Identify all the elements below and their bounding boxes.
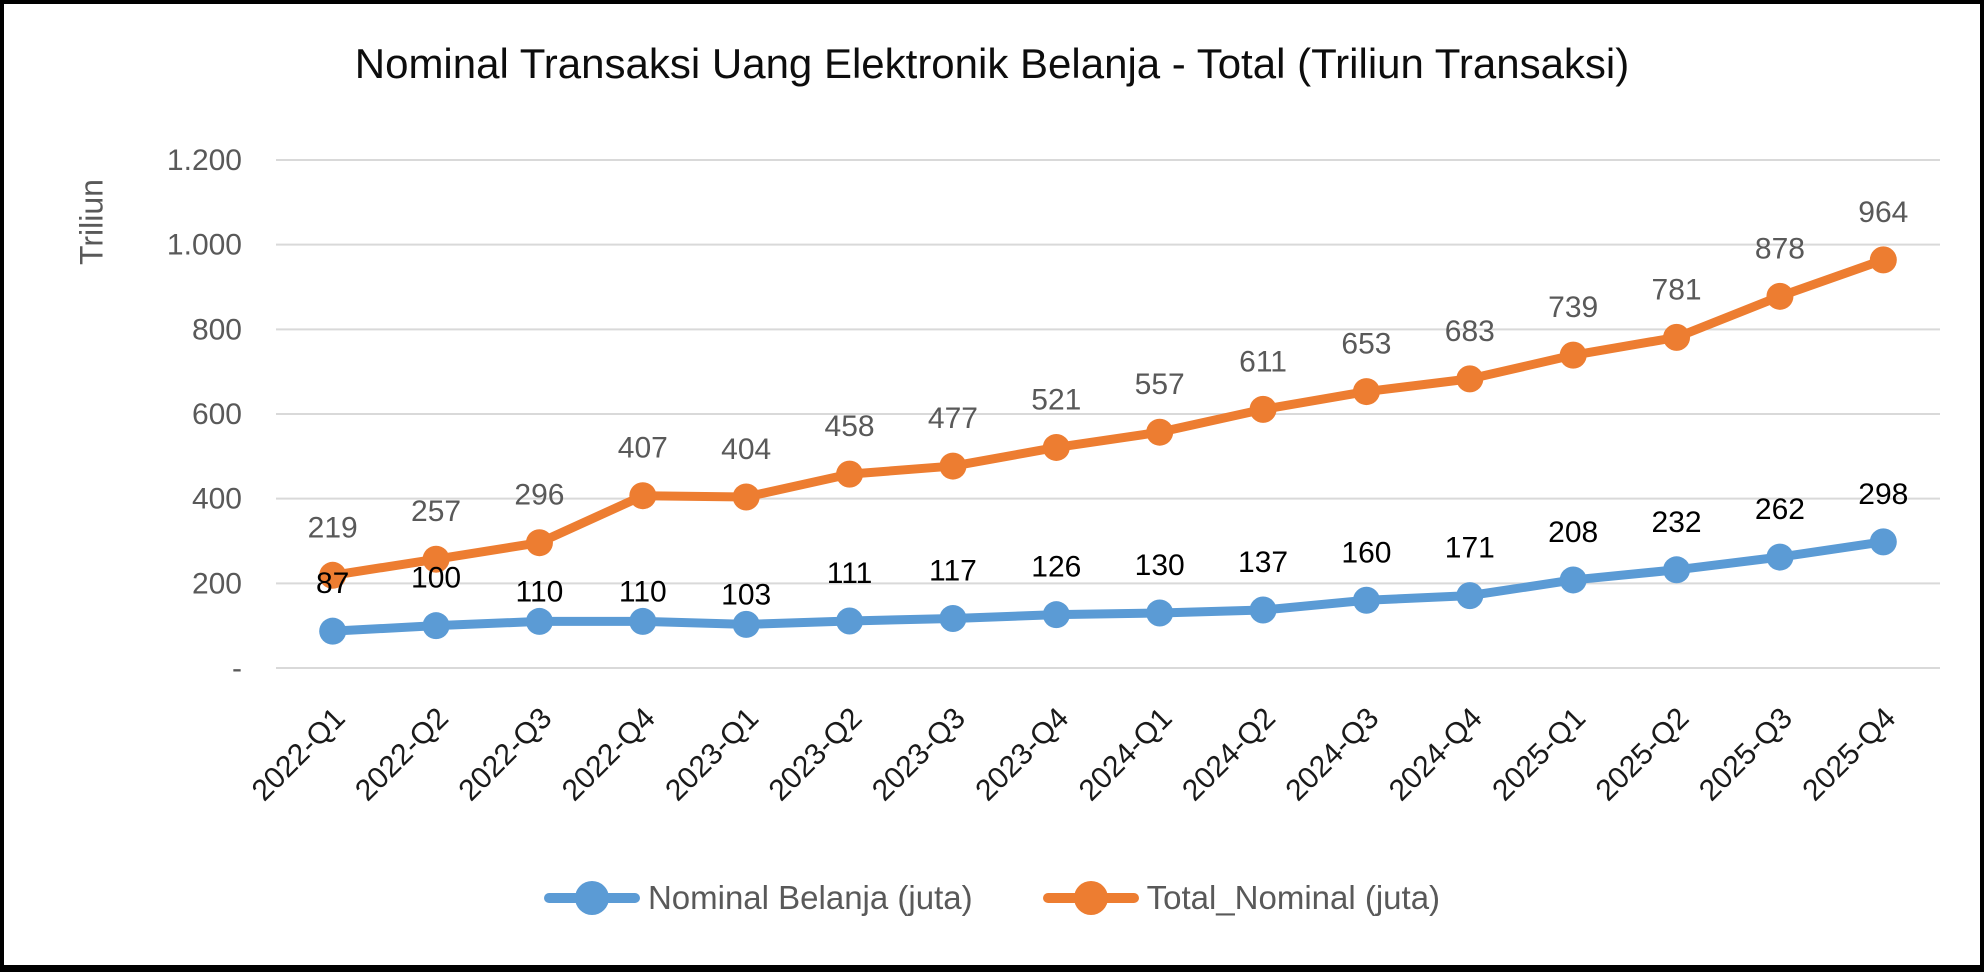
data-point-marker — [1042, 433, 1070, 461]
legend-item: Nominal Belanja (juta) — [543, 879, 973, 917]
data-point-marker — [1559, 341, 1587, 369]
data-point-marker — [1456, 365, 1484, 393]
y-tick-label: 1.200 — [167, 144, 242, 177]
plot-area: 1.2001.000800600400200-2022-Q12022-Q2202… — [167, 144, 1940, 808]
x-axis-label: 2022-Q1 — [246, 702, 352, 808]
data-point-marker — [422, 612, 450, 640]
data-point-marker — [1766, 543, 1794, 571]
data-point-marker — [629, 482, 657, 510]
data-label: 130 — [1135, 549, 1185, 582]
data-point-marker — [1766, 282, 1794, 310]
y-tick-label: 1.000 — [167, 229, 242, 262]
data-point-marker — [1869, 246, 1897, 274]
data-label: 653 — [1341, 328, 1391, 361]
legend-item: Total_Nominal (juta) — [1042, 879, 1441, 917]
data-label: 232 — [1652, 506, 1702, 539]
x-axis-label: 2023-Q3 — [866, 702, 972, 808]
data-point-marker — [836, 460, 864, 488]
data-point-marker — [1146, 599, 1174, 627]
data-label: 100 — [411, 562, 461, 595]
data-point-marker — [422, 545, 450, 573]
data-label: 110 — [619, 575, 667, 608]
data-label: 126 — [1031, 551, 1081, 584]
data-label: 458 — [825, 410, 875, 443]
data-point-marker — [939, 604, 967, 632]
x-axis-label: 2024-Q2 — [1176, 702, 1282, 808]
data-label: 781 — [1652, 273, 1702, 306]
data-point-marker — [1146, 418, 1174, 446]
x-axis-label: 2022-Q2 — [349, 702, 455, 808]
data-point-marker — [1352, 586, 1380, 614]
data-label: 521 — [1031, 383, 1081, 416]
data-label: 404 — [721, 433, 771, 466]
series-line-total-nominal — [328, 255, 1888, 580]
data-point-marker — [1663, 323, 1691, 351]
legend-label: Nominal Belanja (juta) — [647, 879, 973, 916]
data-point-marker — [525, 529, 553, 557]
data-label: 117 — [929, 554, 977, 587]
data-point-marker — [1352, 378, 1380, 406]
data-point-marker — [939, 452, 967, 480]
data-point-marker — [1249, 395, 1277, 423]
data-label: 137 — [1238, 546, 1288, 579]
data-point-marker — [1869, 528, 1897, 556]
x-axis-label: 2024-Q3 — [1279, 702, 1385, 808]
data-point-marker — [732, 610, 760, 638]
data-label: 611 — [1239, 345, 1287, 378]
y-tick-label: 600 — [192, 398, 242, 431]
x-axis-label: 2024-Q4 — [1383, 702, 1489, 808]
y-tick-label: - — [232, 652, 242, 685]
x-axis-label: 2022-Q4 — [556, 702, 662, 808]
x-axis-label: 2023-Q1 — [659, 702, 765, 808]
data-point-marker — [1663, 556, 1691, 584]
data-label: 219 — [308, 511, 358, 544]
x-axis-label: 2023-Q4 — [969, 702, 1075, 808]
x-axis-label: 2025-Q1 — [1486, 702, 1592, 808]
data-label: 298 — [1858, 478, 1908, 511]
data-label: 407 — [618, 432, 668, 465]
data-point-marker — [629, 607, 657, 635]
data-label: 208 — [1548, 516, 1598, 549]
series-line-nominal-belanja — [328, 537, 1888, 636]
data-point-marker — [1249, 596, 1277, 624]
legend-line-marker-icon — [543, 881, 640, 915]
y-tick-label: 200 — [192, 567, 242, 600]
data-label: 257 — [411, 495, 461, 528]
data-point-marker — [732, 483, 760, 511]
data-point-marker — [319, 561, 347, 589]
data-label: 878 — [1755, 232, 1805, 265]
data-label: 557 — [1135, 368, 1185, 401]
legend-label: Total_Nominal (juta) — [1146, 879, 1441, 916]
x-axis-label: 2025-Q4 — [1796, 702, 1902, 808]
data-point-marker — [836, 607, 864, 635]
y-tick-label: 400 — [192, 483, 242, 516]
data-label: 477 — [928, 402, 978, 435]
legend: Nominal Belanja (juta) Total_Nominal (jut… — [4, 879, 1980, 917]
data-label: 103 — [721, 578, 771, 611]
x-axis-label: 2025-Q2 — [1590, 702, 1696, 808]
x-axis-label: 2025-Q3 — [1693, 702, 1799, 808]
x-axis-label: 2022-Q3 — [452, 702, 558, 808]
data-point-marker — [319, 617, 347, 645]
data-label: 739 — [1548, 291, 1598, 324]
data-label: 160 — [1341, 536, 1391, 569]
data-point-marker — [1456, 582, 1484, 610]
legend-line-marker-icon — [1042, 881, 1139, 915]
data-label: 262 — [1755, 493, 1805, 526]
data-label: 110 — [516, 575, 564, 608]
chart-title: Nominal Transaksi Uang Elektronik Belanj… — [354, 40, 1630, 87]
data-label: 296 — [514, 479, 564, 512]
data-label: 87 — [316, 567, 349, 600]
data-label: 964 — [1858, 196, 1908, 229]
y-tick-label: 800 — [192, 313, 242, 346]
data-label: 683 — [1445, 315, 1495, 348]
data-point-marker — [525, 607, 553, 635]
data-label: 171 — [1445, 532, 1495, 565]
x-axis-label: 2024-Q1 — [1073, 702, 1179, 808]
data-point-marker — [1559, 566, 1587, 594]
data-label: 111 — [827, 557, 873, 590]
x-axis-label: 2023-Q2 — [763, 702, 869, 808]
data-point-marker — [1042, 601, 1070, 629]
